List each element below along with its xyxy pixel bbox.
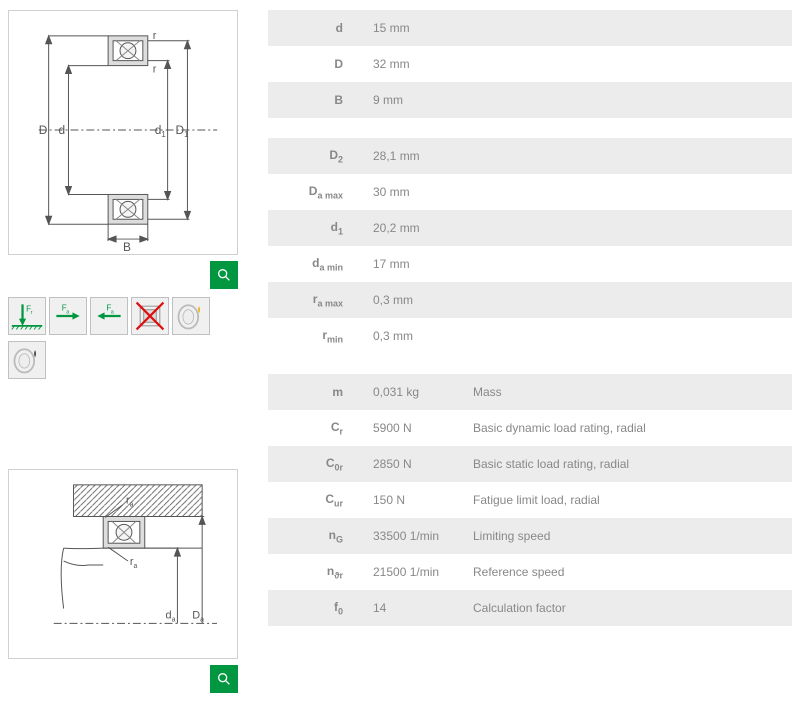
spec-value: 150 N bbox=[363, 493, 473, 507]
spec-value: 0,031 kg bbox=[363, 385, 473, 399]
spec-value: 2850 N bbox=[363, 457, 473, 471]
spec-row: Da max30 mm bbox=[268, 174, 792, 210]
spec-symbol: Da max bbox=[268, 184, 363, 200]
spec-row: d15 mm bbox=[268, 10, 792, 46]
spec-value: 14 bbox=[363, 601, 473, 615]
spec-symbol: d1 bbox=[268, 220, 363, 236]
spec-symbol: f0 bbox=[268, 600, 363, 616]
spec-row: f014Calculation factor bbox=[268, 590, 792, 626]
property-icons-row-2 bbox=[8, 341, 238, 379]
spec-value: 15 mm bbox=[363, 21, 473, 35]
svg-text:d1: d1 bbox=[155, 123, 167, 139]
svg-text:d: d bbox=[59, 123, 66, 137]
spec-symbol: nϑr bbox=[268, 564, 363, 580]
property-icons-row: Fr Fa Fa bbox=[8, 297, 238, 335]
mounting-diagram: ra ra da Da bbox=[8, 469, 238, 659]
spec-description: Fatigue limit load, radial bbox=[473, 493, 792, 507]
spec-symbol: rmin bbox=[268, 328, 363, 344]
spec-value: 33500 1/min bbox=[363, 529, 473, 543]
spec-description: Calculation factor bbox=[473, 601, 792, 615]
spec-symbol: da min bbox=[268, 256, 363, 272]
spec-description: Basic static load rating, radial bbox=[473, 457, 792, 471]
spec-description: Limiting speed bbox=[473, 529, 792, 543]
spec-row: B9 mm bbox=[268, 82, 792, 118]
spec-description: Mass bbox=[473, 385, 792, 399]
spec-row: C0r2850 NBasic static load rating, radia… bbox=[268, 446, 792, 482]
spec-row: m0,031 kgMass bbox=[268, 374, 792, 410]
axial-load-left-icon[interactable]: Fa bbox=[90, 297, 128, 335]
spec-value: 9 mm bbox=[363, 93, 473, 107]
grease-icon[interactable] bbox=[172, 297, 210, 335]
spec-value: 20,2 mm bbox=[363, 221, 473, 235]
svg-text:r: r bbox=[153, 30, 157, 42]
spec-value: 5900 N bbox=[363, 421, 473, 435]
spec-row: Cr5900 NBasic dynamic load rating, radia… bbox=[268, 410, 792, 446]
oil-icon[interactable] bbox=[8, 341, 46, 379]
svg-text:a: a bbox=[111, 309, 114, 315]
spec-symbol: C0r bbox=[268, 456, 363, 472]
spec-symbol: Cr bbox=[268, 420, 363, 436]
radial-load-icon[interactable]: Fr bbox=[8, 297, 46, 335]
spec-symbol: Cur bbox=[268, 492, 363, 508]
secondary-dimensions-table: D228,1 mmDa max30 mmd120,2 mmda min17 mm… bbox=[268, 138, 792, 354]
svg-text:da: da bbox=[166, 609, 176, 623]
spec-row: rmin0,3 mm bbox=[268, 318, 792, 354]
spec-row: D228,1 mm bbox=[268, 138, 792, 174]
spec-value: 32 mm bbox=[363, 57, 473, 71]
svg-text:D: D bbox=[39, 123, 48, 137]
svg-text:ra: ra bbox=[130, 556, 138, 570]
spec-symbol: ra max bbox=[268, 292, 363, 308]
svg-text:r: r bbox=[31, 310, 33, 316]
spec-symbol: B bbox=[268, 93, 363, 107]
zoom-button-1[interactable] bbox=[210, 261, 238, 289]
svg-text:a: a bbox=[66, 309, 69, 315]
spec-description: Reference speed bbox=[473, 565, 792, 579]
svg-text:B: B bbox=[123, 240, 131, 254]
spec-value: 28,1 mm bbox=[363, 149, 473, 163]
spec-row: nϑr21500 1/minReference speed bbox=[268, 554, 792, 590]
spec-value: 0,3 mm bbox=[363, 293, 473, 307]
spec-row: Cur150 NFatigue limit load, radial bbox=[268, 482, 792, 518]
spec-symbol: m bbox=[268, 385, 363, 399]
spec-value: 30 mm bbox=[363, 185, 473, 199]
bearing-cross-section-diagram: D d d1 D1 B r r bbox=[8, 10, 238, 255]
spec-value: 0,3 mm bbox=[363, 329, 473, 343]
spec-symbol: d bbox=[268, 21, 363, 35]
spec-symbol: D bbox=[268, 57, 363, 71]
spec-symbol: nG bbox=[268, 528, 363, 544]
not-allowed-icon[interactable] bbox=[131, 297, 169, 335]
spec-row: nG33500 1/minLimiting speed bbox=[268, 518, 792, 554]
axial-load-right-icon[interactable]: Fa bbox=[49, 297, 87, 335]
spec-value: 17 mm bbox=[363, 257, 473, 271]
spec-description: Basic dynamic load rating, radial bbox=[473, 421, 792, 435]
spec-row: d120,2 mm bbox=[268, 210, 792, 246]
spec-value: 21500 1/min bbox=[363, 565, 473, 579]
spec-row: D32 mm bbox=[268, 46, 792, 82]
zoom-button-2[interactable] bbox=[210, 665, 238, 693]
spec-row: ra max0,3 mm bbox=[268, 282, 792, 318]
primary-dimensions-table: d15 mmD32 mmB9 mm bbox=[268, 10, 792, 118]
svg-text:r: r bbox=[153, 64, 157, 76]
performance-table: m0,031 kgMassCr5900 NBasic dynamic load … bbox=[268, 374, 792, 626]
spec-symbol: D2 bbox=[268, 148, 363, 164]
spec-row: da min17 mm bbox=[268, 246, 792, 282]
